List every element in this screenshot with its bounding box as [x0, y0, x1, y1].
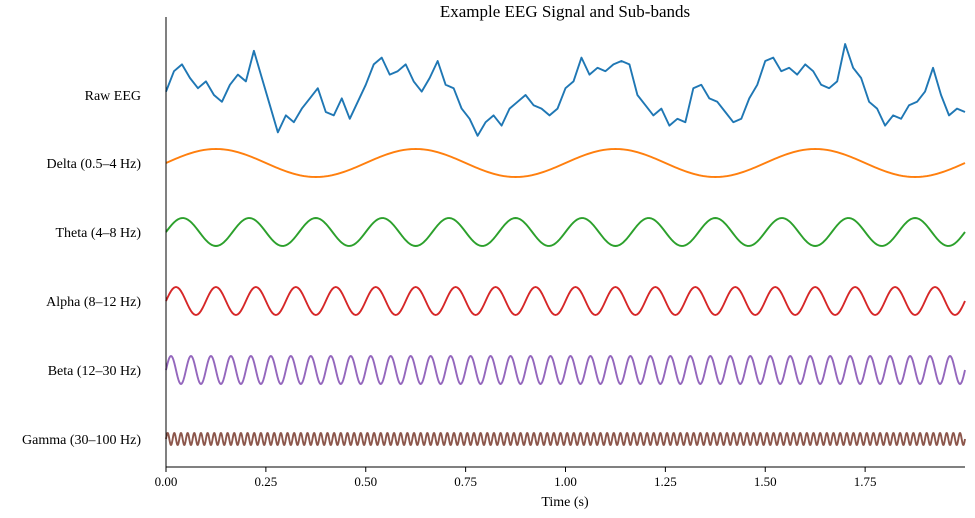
x-tick-label: 1.50: [754, 474, 777, 489]
x-tick-label: 1.25: [654, 474, 677, 489]
band-label-gamma-30-100-hz: Gamma (30–100 Hz): [22, 433, 141, 448]
band-label-raw-eeg: Raw EEG: [85, 89, 141, 104]
chart-title: Example EEG Signal and Sub-bands: [440, 2, 690, 21]
band-label-beta-12-30-hz: Beta (12–30 Hz): [48, 364, 142, 379]
x-tick-label: 1.75: [854, 474, 877, 489]
x-tick-label: 0.25: [255, 474, 278, 489]
trace-delta-0-5-4-hz: [165, 148, 966, 178]
x-tick-label: 0.50: [354, 474, 377, 489]
band-traces: [165, 43, 966, 446]
x-axis-label: Time (s): [541, 495, 589, 510]
x-tick-label: 1.00: [554, 474, 577, 489]
x-ticks: 0.00 0.25 0.50 0.75 1.00 1.25 1.50 1.75: [155, 467, 877, 489]
trace-raw-eeg: [165, 43, 966, 137]
band-labels: Raw EEG Delta (0.5–4 Hz) Theta (4–8 Hz) Alp…: [22, 89, 141, 448]
x-tick-label: 0.00: [155, 474, 178, 489]
band-label-delta-0-5-4-hz: Delta (0.5–4 Hz): [47, 157, 142, 172]
x-tick-label: 0.75: [454, 474, 477, 489]
trace-theta-4-8-hz: [165, 217, 966, 247]
trace-beta-12-30-hz: [165, 355, 966, 385]
band-label-theta-4-8-hz: Theta (4–8 Hz): [55, 226, 141, 241]
trace-alpha-8-12-hz: [165, 286, 966, 316]
band-label-alpha-8-12-hz: Alpha (8–12 Hz): [46, 295, 141, 310]
trace-gamma-30-100-hz: [165, 432, 966, 446]
